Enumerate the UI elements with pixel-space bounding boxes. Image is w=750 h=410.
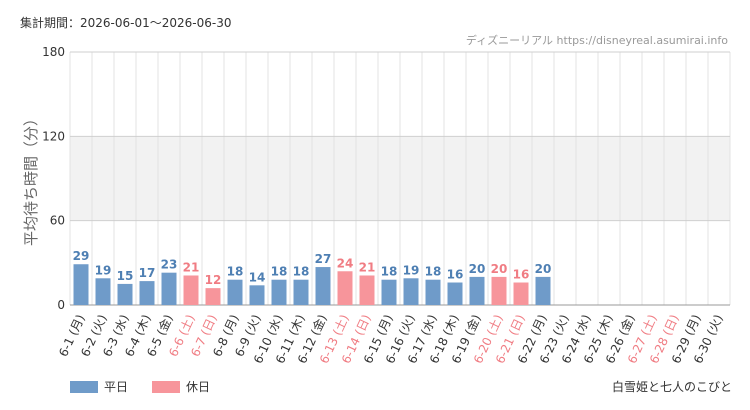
data-label: 24: [337, 256, 354, 270]
data-label: 21: [183, 260, 200, 274]
source-credit: ディズニーリアル https://disneyreal.asumirai.inf…: [465, 34, 728, 47]
data-label: 12: [205, 273, 222, 287]
y-tick-label: 60: [50, 214, 65, 228]
y-tick-label: 0: [57, 298, 65, 312]
bar: [227, 279, 243, 305]
bar: [513, 282, 529, 305]
legend-label-weekday: 平日: [104, 380, 129, 394]
attraction-name: 白雪姫と七人のこびと: [611, 380, 732, 394]
bar: [183, 275, 199, 305]
bar: [73, 264, 89, 305]
bar: [117, 283, 133, 305]
data-label: 18: [425, 265, 442, 279]
data-label: 19: [95, 263, 112, 277]
data-label: 15: [117, 269, 134, 283]
bar: [161, 272, 177, 305]
data-label: 20: [491, 262, 508, 276]
legend-swatch-weekday: [70, 380, 98, 393]
data-label: 20: [469, 262, 486, 276]
bar: [403, 278, 419, 305]
data-label: 23: [161, 258, 178, 272]
legend-item-holiday[interactable]: 休日: [152, 378, 210, 395]
bar: [359, 275, 375, 305]
data-label: 17: [139, 266, 156, 280]
bar: [535, 276, 551, 305]
data-label: 16: [447, 268, 464, 282]
data-label: 19: [403, 263, 420, 277]
data-label: 18: [227, 265, 244, 279]
bar: [469, 276, 485, 305]
legend-swatch-holiday: [152, 380, 181, 393]
bar: [381, 279, 397, 305]
bar: [293, 279, 309, 305]
bar: [447, 282, 463, 305]
bar: [249, 285, 265, 305]
data-label: 14: [249, 270, 266, 284]
data-label: 18: [381, 265, 398, 279]
legend: 平日 休日: [70, 378, 210, 395]
data-label: 18: [293, 265, 310, 279]
bar: [337, 271, 353, 305]
bar: [315, 267, 331, 305]
y-tick-label: 180: [42, 45, 65, 59]
y-tick-label: 120: [42, 129, 65, 143]
bar: [271, 279, 287, 305]
legend-label-holiday: 休日: [186, 380, 211, 394]
data-label: 27: [315, 252, 332, 266]
legend-item-weekday[interactable]: 平日: [70, 378, 128, 395]
y-axis-label: 平均待ち時間（分）: [22, 111, 40, 246]
collection-period: 集計期間：2026-06-01～2026-06-30: [20, 16, 232, 30]
data-label: 29: [73, 249, 90, 263]
bar: [491, 276, 507, 305]
data-label: 16: [513, 268, 530, 282]
bar: [205, 288, 221, 305]
bar: [95, 278, 111, 305]
data-label: 21: [359, 260, 376, 274]
data-label: 18: [271, 265, 288, 279]
bar: [139, 281, 155, 305]
bar: [425, 279, 441, 305]
data-label: 20: [535, 262, 552, 276]
